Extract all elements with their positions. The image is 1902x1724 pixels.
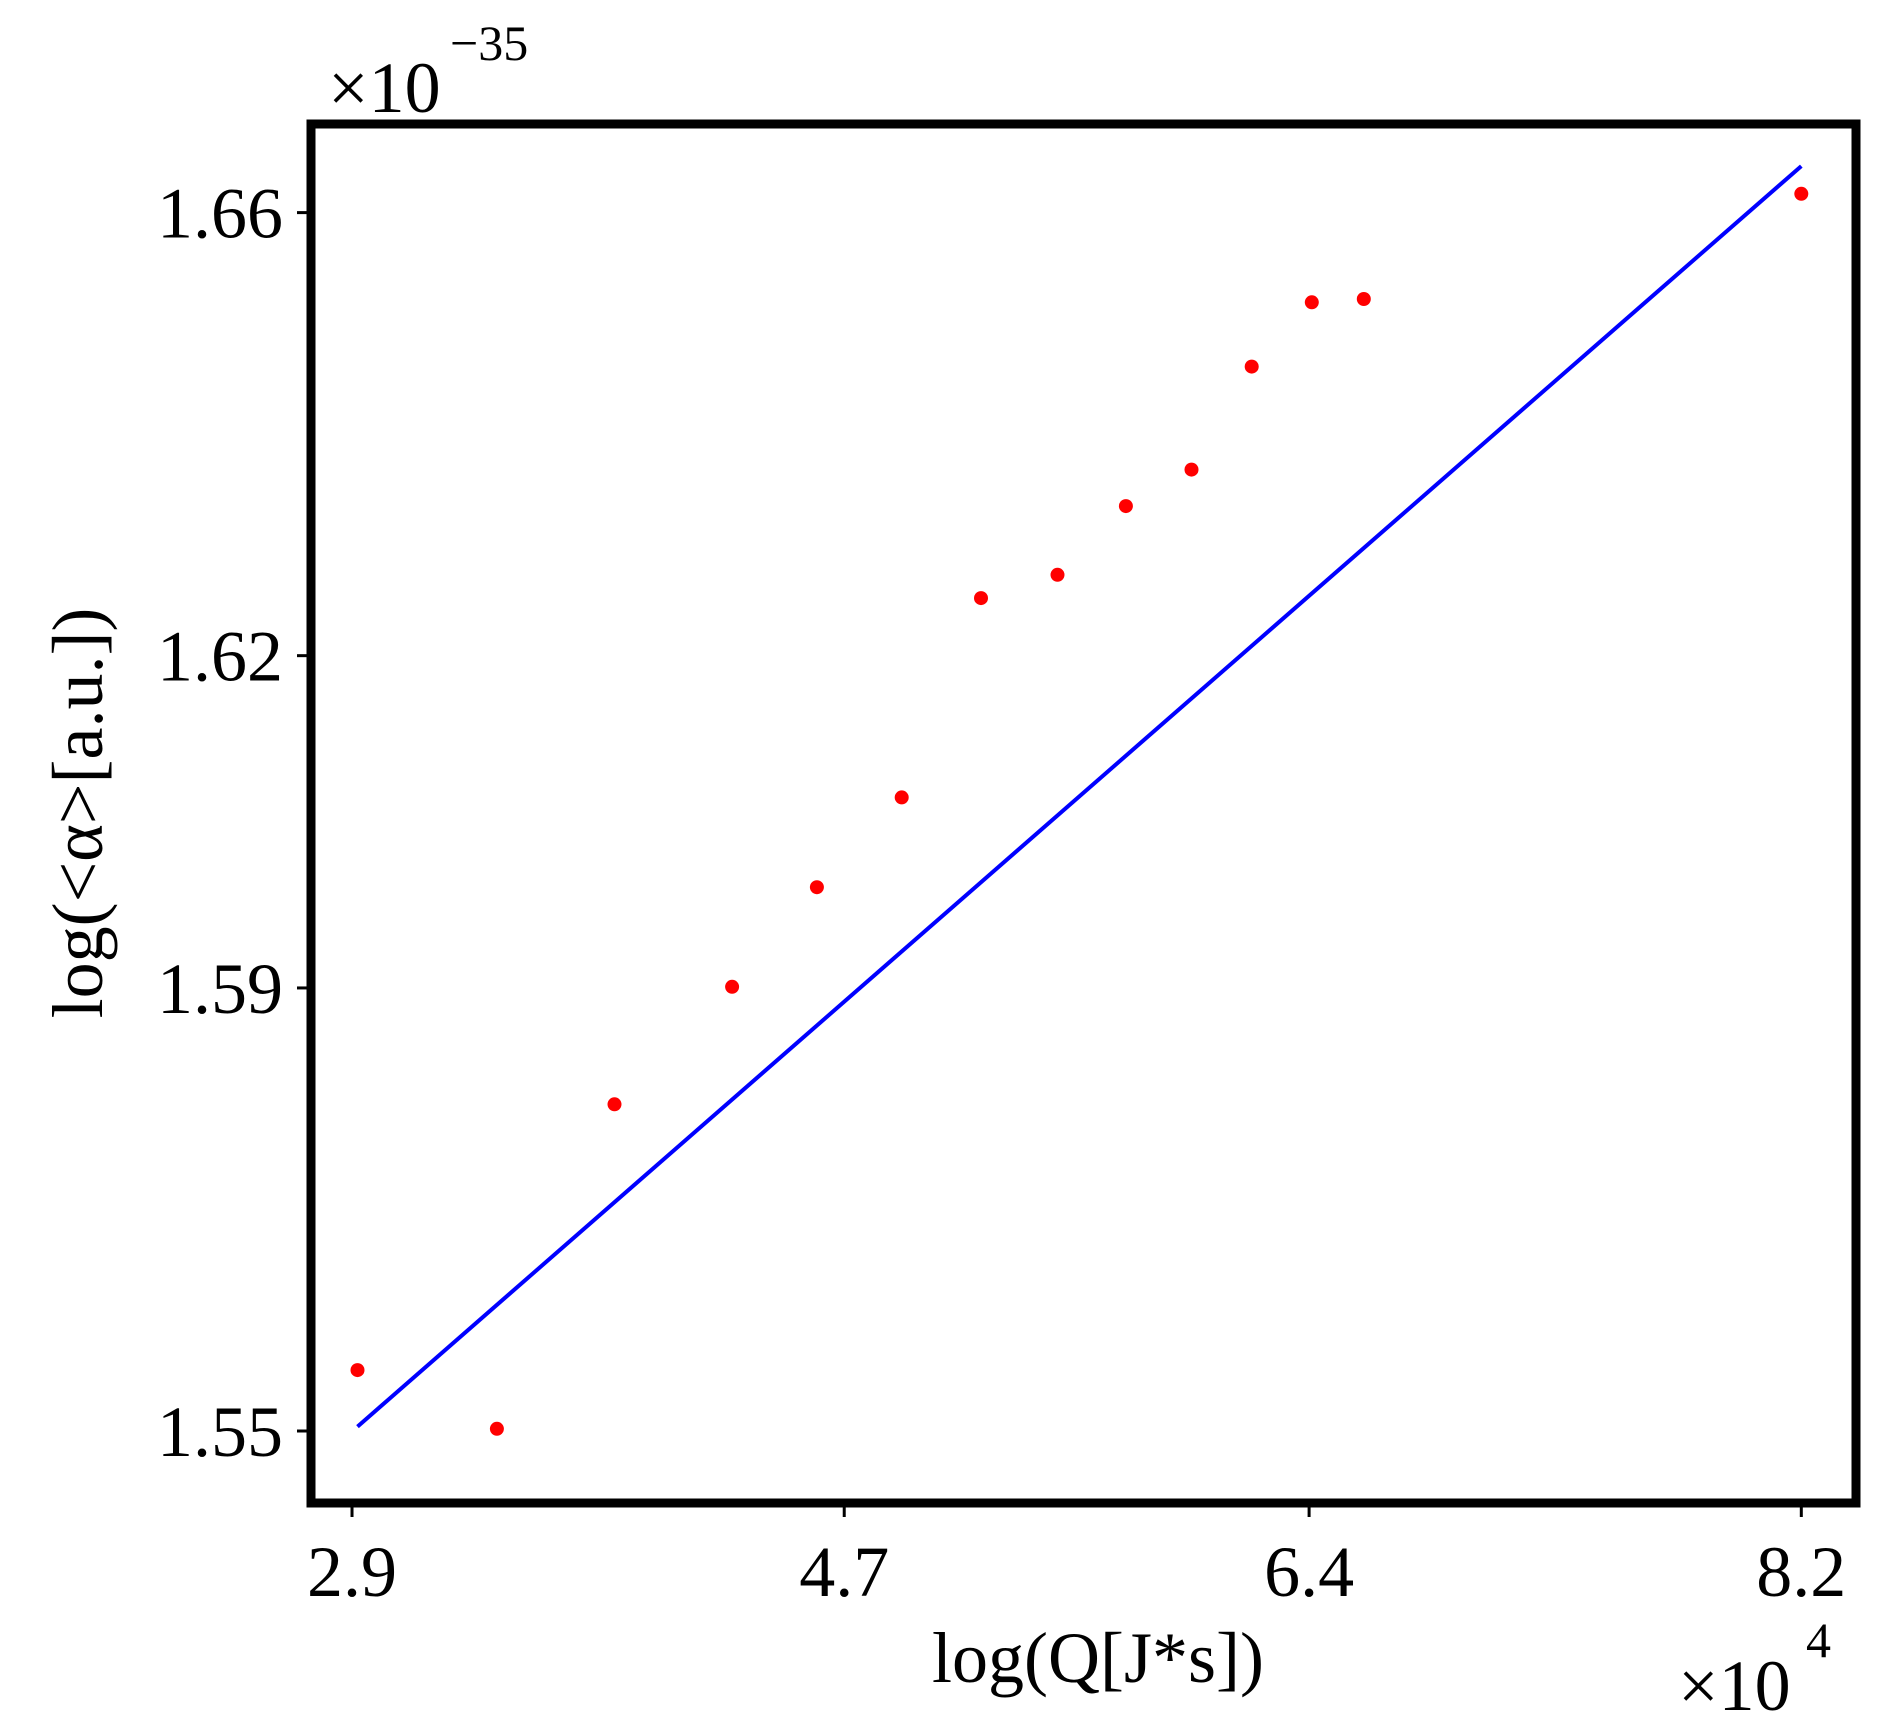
x-tick-label: 2.9 (307, 1532, 397, 1612)
x-tick-label: 4.7 (799, 1532, 889, 1612)
plot-area (350, 164, 1809, 1436)
data-point (1304, 295, 1319, 310)
y-tick-label: 1.62 (157, 617, 283, 697)
y-axis-ticks: 1.55 1.59 1.62 1.66 (157, 174, 308, 1472)
x-tick-label: 8.2 (1756, 1532, 1846, 1612)
data-point (1356, 292, 1371, 306)
data-point (607, 1097, 622, 1112)
y-scale-multiplier: ×10 −35 (328, 15, 528, 128)
y-scale-exponent: −35 (450, 15, 528, 71)
y-scale-base: ×10 (328, 48, 441, 128)
x-axis-ticks: 2.9 4.7 6.4 8.2 (307, 1506, 1846, 1612)
data-point (894, 790, 909, 805)
data-point (1794, 186, 1809, 201)
y-tick-label: 1.59 (157, 949, 283, 1029)
plot-frame (306, 119, 1861, 1508)
data-point (1050, 567, 1065, 582)
y-tick-label: 1.66 (157, 174, 283, 254)
data-point (1184, 462, 1199, 477)
x-scale-base: ×10 (1678, 1646, 1791, 1724)
x-axis-label: log(Q[J*s]) (932, 1618, 1264, 1698)
data-point (974, 591, 988, 606)
data-point (809, 880, 824, 895)
x-scale-multiplier: ×10 4 (1678, 1612, 1831, 1724)
data-point (350, 1363, 365, 1378)
x-scale-exponent: 4 (1806, 1612, 1831, 1668)
data-point (1244, 359, 1259, 374)
x-tick-label: 6.4 (1264, 1532, 1354, 1612)
y-tick-label: 1.55 (157, 1392, 283, 1472)
fit-line (356, 164, 1803, 1429)
y-axis-label: log(<α>[a.u.]) (38, 608, 118, 1019)
data-point (1118, 499, 1133, 514)
data-point (489, 1421, 504, 1436)
data-point (725, 979, 740, 994)
